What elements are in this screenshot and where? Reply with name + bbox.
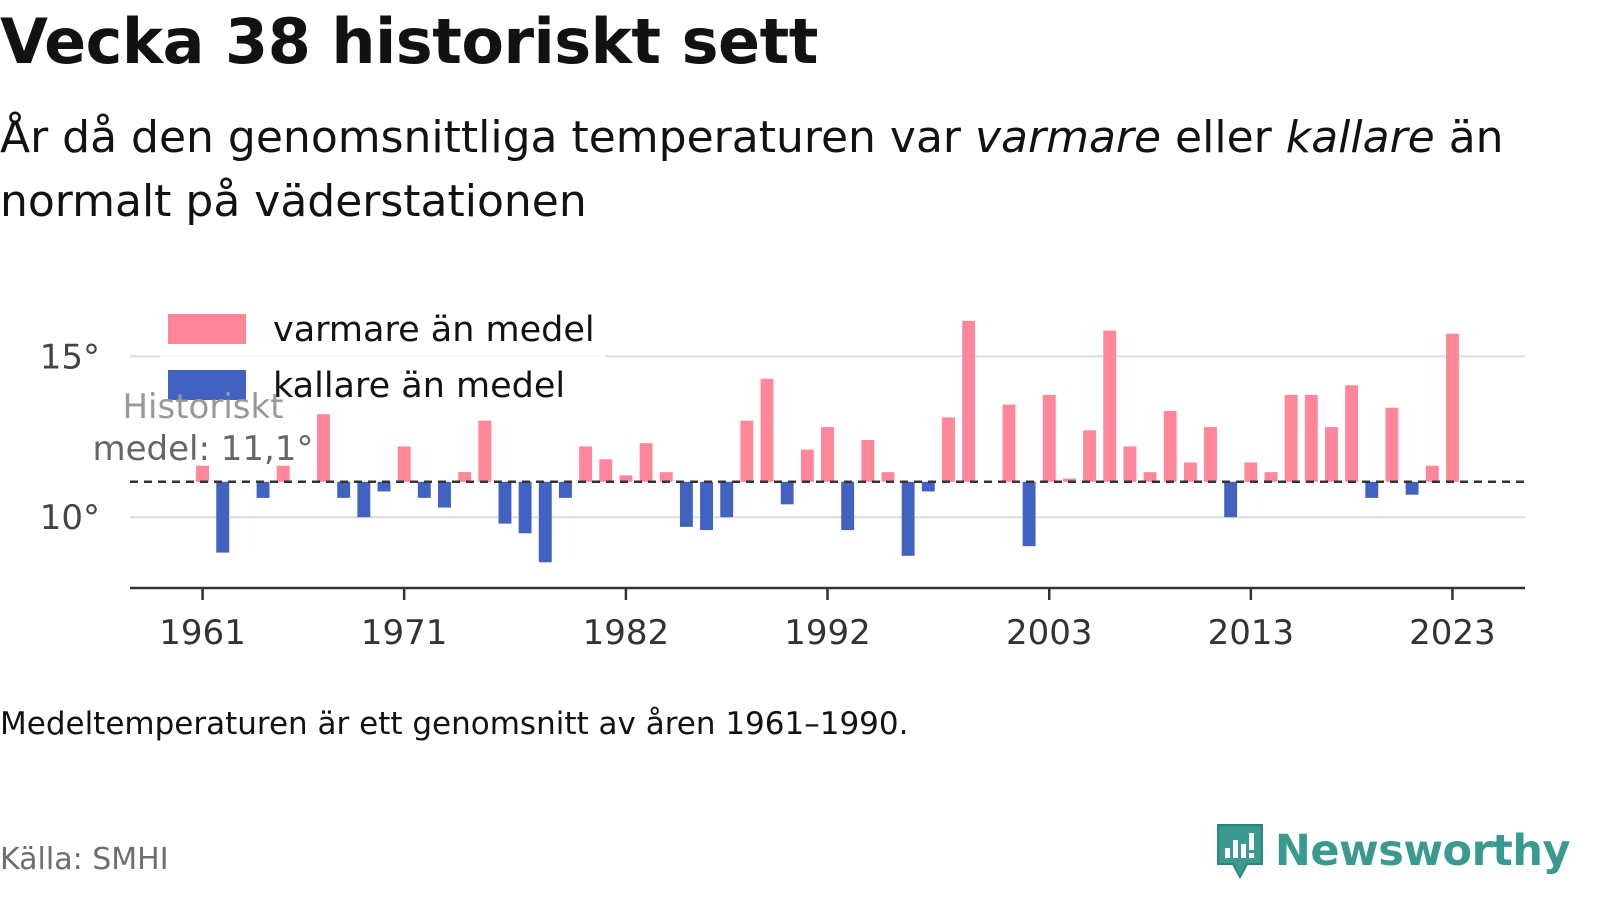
bar-1981	[599, 459, 613, 482]
bar-2009	[1163, 410, 1177, 482]
bar-2012	[1224, 481, 1238, 518]
bar-1971	[397, 446, 411, 482]
x-tick-label: 2023	[1409, 613, 1496, 653]
bar-1991	[800, 449, 814, 482]
subtitle-cold-word: kallare	[1285, 112, 1435, 163]
bar-1979	[558, 481, 572, 498]
bar-1967	[317, 414, 330, 482]
bar-1976	[498, 481, 512, 524]
footnote: Medeltemperaturen är ett genomsnitt av å…	[0, 706, 909, 742]
bar-2021	[1405, 481, 1419, 495]
bar-1990	[780, 481, 794, 505]
bar-2008	[1143, 472, 1157, 482]
bar-1962	[216, 481, 230, 553]
bar-2016	[1304, 394, 1318, 482]
y-tick-label: 15°	[40, 337, 100, 377]
source-label: Källa: SMHI	[0, 842, 169, 877]
bar-2005	[1083, 430, 1097, 482]
bar-2018	[1345, 385, 1359, 482]
bar-1998	[942, 417, 955, 482]
subtitle-text-2: eller	[1161, 112, 1286, 163]
bar-1961	[196, 465, 210, 482]
bar-1993	[841, 481, 855, 531]
bar-2003	[1042, 394, 1056, 482]
temperature-bar-chart: 1961 1971 1982 1992 2003 2013 2023 10° 15° varm…	[40, 302, 1525, 653]
x-tick-label: 1982	[583, 613, 670, 653]
chart-subtitle: År då den genomsnittliga temperaturen va…	[0, 106, 1540, 234]
subtitle-warm-word: varmare	[974, 112, 1162, 163]
bar-1992	[821, 427, 834, 482]
newsworthy-logo-icon	[1216, 824, 1263, 880]
bar-1988	[740, 420, 754, 482]
x-tick-label: 1961	[159, 613, 246, 653]
bar-1997	[921, 481, 935, 492]
x-tick-label: 2013	[1208, 613, 1295, 653]
bar-1965	[276, 465, 290, 482]
bar-1974	[458, 472, 472, 482]
bar-1972	[417, 481, 431, 498]
bar-2004	[1062, 478, 1076, 482]
legend-label: kallare än medel	[273, 366, 565, 406]
bar-2002	[1022, 481, 1036, 547]
bar-1973	[438, 481, 451, 508]
bar-2017	[1325, 427, 1338, 482]
chart-title: Vecka 38 historiskt sett	[0, 5, 818, 78]
bar-series	[196, 320, 1459, 563]
bar-2019	[1365, 481, 1379, 498]
subtitle-text-3: än normalt på väderstationen	[0, 112, 1504, 227]
brand-logo: Newsworthy	[1215, 822, 1571, 880]
bar-2010	[1183, 462, 1197, 482]
bar-1986	[700, 481, 713, 531]
bar-2020	[1385, 407, 1399, 482]
y-tick-label: 10°	[40, 498, 100, 538]
bar-1983	[639, 443, 653, 482]
bar-2006	[1103, 330, 1117, 482]
bar-1980	[579, 446, 593, 482]
bar-1985	[679, 481, 693, 527]
bar-1969	[357, 481, 371, 518]
bar-1989	[760, 378, 774, 482]
bar-1978	[538, 481, 552, 563]
bar-1977	[518, 481, 532, 534]
bar-1999	[962, 320, 976, 482]
bar-2007	[1123, 446, 1137, 482]
subtitle-text-1: År då den genomsnittliga temperaturen va…	[0, 112, 975, 163]
x-tick-label: 1992	[784, 613, 871, 653]
legend-swatch	[168, 314, 246, 344]
bar-2015	[1284, 394, 1298, 482]
x-tick-label: 1971	[361, 613, 448, 653]
bar-2013	[1244, 462, 1258, 482]
bar-1975	[478, 420, 492, 482]
bar-1994	[861, 439, 875, 482]
bar-1996	[901, 481, 915, 556]
brand-name: Newsworthy	[1274, 826, 1571, 876]
legend-swatch	[168, 370, 246, 400]
x-axis: 1961 1971 1982 1992 2003 2013 2023	[130, 586, 1525, 653]
legend: varmare än medel kallare än medel	[160, 302, 605, 410]
bar-1982	[619, 475, 633, 482]
baseline-label-line-1: Historiskt	[122, 387, 283, 427]
bar-1995	[881, 472, 895, 482]
baseline-label-line-2: medel: 11,1°	[93, 429, 314, 469]
bar-2023	[1445, 333, 1459, 482]
x-tick-label: 2003	[1006, 613, 1093, 653]
bar-2011	[1204, 427, 1217, 482]
bar-1964	[256, 481, 270, 498]
legend-label: varmare än medel	[273, 310, 595, 350]
bar-1987	[720, 481, 734, 518]
bar-2001	[1002, 404, 1016, 482]
bar-2022	[1425, 465, 1439, 482]
bar-1968	[337, 481, 351, 498]
bar-2014	[1264, 472, 1278, 482]
bar-1984	[659, 472, 673, 482]
y-axis-tick-labels: 10° 15°	[40, 337, 100, 538]
bar-1970	[377, 481, 391, 492]
